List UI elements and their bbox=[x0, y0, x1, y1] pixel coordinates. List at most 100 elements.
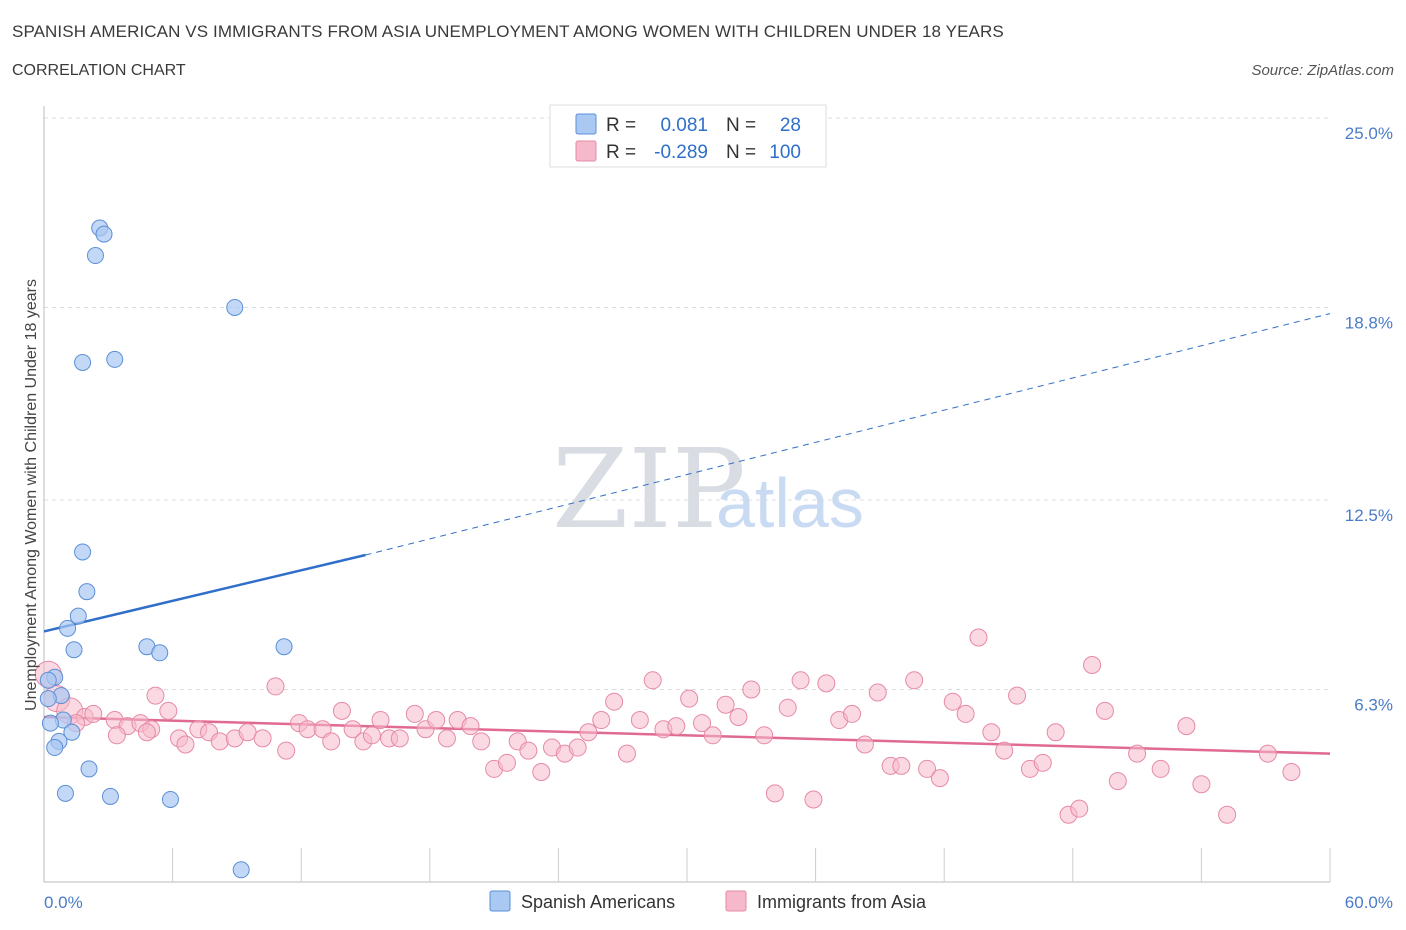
point-immigrants-from-asia-60 bbox=[716, 695, 735, 714]
legend-r-value-1: 0.081 bbox=[660, 115, 708, 136]
point-spanish-americans-15 bbox=[39, 671, 57, 689]
legend-n-label-2: N = bbox=[726, 142, 756, 163]
point-spanish-americans-21 bbox=[46, 739, 64, 757]
x-tick-labels: 0.0% 60.0% bbox=[44, 893, 1393, 912]
point-immigrants-from-asia-76 bbox=[918, 759, 937, 778]
point-immigrants-from-asia-81 bbox=[982, 723, 1001, 742]
point-immigrants-from-asia-83 bbox=[1008, 686, 1027, 705]
bottom-legend-swatch-pink bbox=[725, 890, 747, 912]
point-immigrants-from-asia-89 bbox=[1083, 656, 1102, 675]
point-immigrants-from-asia-66 bbox=[791, 671, 810, 690]
point-immigrants-from-asia-37 bbox=[437, 729, 456, 748]
gridlines bbox=[44, 117, 1330, 690]
point-immigrants-from-asia-51 bbox=[605, 692, 624, 711]
point-immigrants-from-asia-20 bbox=[253, 729, 272, 748]
point-immigrants-from-asia-70 bbox=[843, 704, 862, 723]
legend-n-value-1: 28 bbox=[780, 115, 801, 136]
series-immigrants-from-asia bbox=[34, 628, 1301, 824]
point-immigrants-from-asia-92 bbox=[1128, 744, 1147, 763]
correlation-legend: R = 0.081 N = 28 R = -0.289 N = 100 bbox=[549, 104, 827, 168]
point-immigrants-from-asia-88 bbox=[1070, 799, 1089, 818]
point-immigrants-from-asia-74 bbox=[892, 756, 911, 775]
point-immigrants-from-asia-94 bbox=[1177, 717, 1196, 736]
point-spanish-americans-3 bbox=[226, 298, 244, 316]
point-immigrants-from-asia-27 bbox=[332, 701, 351, 720]
point-spanish-americans-4 bbox=[106, 350, 124, 368]
point-spanish-americans-19 bbox=[63, 723, 81, 741]
point-spanish-americans-12 bbox=[151, 644, 169, 662]
point-immigrants-from-asia-82 bbox=[995, 741, 1014, 760]
point-immigrants-from-asia-65 bbox=[778, 698, 797, 717]
point-immigrants-from-asia-26 bbox=[322, 732, 341, 751]
axes bbox=[43, 106, 1331, 883]
point-spanish-americans-22 bbox=[80, 760, 98, 778]
point-immigrants-from-asia-9 bbox=[137, 723, 156, 742]
point-immigrants-from-asia-4 bbox=[84, 704, 103, 723]
bottom-legend-label-spanish-americans: Spanish Americans bbox=[521, 892, 675, 912]
point-immigrants-from-asia-24 bbox=[298, 720, 317, 739]
source-credit: Source: ZipAtlas.com bbox=[1251, 62, 1394, 79]
point-immigrants-from-asia-39 bbox=[461, 717, 480, 736]
point-immigrants-from-asia-95 bbox=[1192, 775, 1211, 794]
legend-swatch-pink bbox=[575, 140, 597, 162]
point-immigrants-from-asia-31 bbox=[371, 711, 390, 730]
legend-r-value-2: -0.289 bbox=[654, 142, 708, 163]
point-immigrants-from-asia-98 bbox=[1282, 762, 1301, 781]
point-immigrants-from-asia-21 bbox=[266, 677, 285, 696]
chart-subtitle: CORRELATION CHART bbox=[12, 62, 186, 79]
point-spanish-americans-13 bbox=[275, 638, 293, 656]
legend-n-value-2: 100 bbox=[769, 142, 801, 163]
point-immigrants-from-asia-22 bbox=[277, 741, 296, 760]
trend-lines bbox=[43, 313, 1331, 755]
point-immigrants-from-asia-86 bbox=[1046, 723, 1065, 742]
point-immigrants-from-asia-97 bbox=[1258, 744, 1277, 763]
point-immigrants-from-asia-72 bbox=[868, 683, 887, 702]
point-immigrants-from-asia-48 bbox=[568, 738, 587, 757]
point-immigrants-from-asia-54 bbox=[643, 671, 662, 690]
point-immigrants-from-asia-93 bbox=[1151, 759, 1170, 778]
series-legend: Spanish Americans Immigrants from Asia bbox=[489, 890, 927, 912]
point-spanish-americans-23 bbox=[56, 784, 74, 802]
point-immigrants-from-asia-40 bbox=[472, 732, 491, 751]
point-spanish-americans-8 bbox=[69, 607, 87, 625]
point-immigrants-from-asia-30 bbox=[362, 726, 381, 745]
legend-r-label-2: R = bbox=[606, 142, 636, 163]
trend-line-spanish-americans-projection bbox=[365, 313, 1331, 556]
y-tick-label-0: 6.3% bbox=[1354, 695, 1393, 714]
point-immigrants-from-asia-64 bbox=[765, 784, 784, 803]
x-tick-label-min: 0.0% bbox=[44, 893, 83, 912]
point-immigrants-from-asia-44 bbox=[519, 741, 538, 760]
point-immigrants-from-asia-33 bbox=[390, 729, 409, 748]
point-immigrants-from-asia-57 bbox=[680, 689, 699, 708]
bottom-legend-swatch-blue bbox=[489, 890, 511, 912]
point-spanish-americans-2 bbox=[86, 247, 104, 265]
point-immigrants-from-asia-10 bbox=[107, 726, 126, 745]
watermark-zip: ZIP bbox=[552, 425, 746, 553]
point-immigrants-from-asia-67 bbox=[804, 790, 823, 809]
bottom-legend-label-immigrants-from-asia: Immigrants from Asia bbox=[757, 892, 927, 912]
point-immigrants-from-asia-62 bbox=[742, 680, 761, 699]
y-tick-labels: 6.3% 12.5% 18.8% 25.0% bbox=[1345, 124, 1393, 714]
point-immigrants-from-asia-52 bbox=[617, 744, 636, 763]
point-immigrants-from-asia-25 bbox=[313, 720, 332, 739]
point-immigrants-from-asia-49 bbox=[579, 723, 598, 742]
series-spanish-americans bbox=[39, 219, 293, 879]
watermark: ZIP atlas bbox=[552, 425, 864, 553]
point-immigrants-from-asia-42 bbox=[497, 753, 516, 772]
point-immigrants-from-asia-71 bbox=[855, 735, 874, 754]
legend-r-label-1: R = bbox=[606, 115, 636, 136]
chart-title: SPANISH AMERICAN VS IMMIGRANTS FROM ASIA… bbox=[12, 22, 1004, 41]
point-spanish-americans-25 bbox=[161, 790, 179, 808]
trend-line-immigrants-from-asia bbox=[43, 715, 1331, 755]
point-immigrants-from-asia-45 bbox=[532, 762, 551, 781]
point-immigrants-from-asia-12 bbox=[159, 701, 178, 720]
point-immigrants-from-asia-36 bbox=[427, 711, 446, 730]
point-immigrants-from-asia-61 bbox=[729, 707, 748, 726]
point-spanish-americans-6 bbox=[74, 543, 92, 561]
point-immigrants-from-asia-85 bbox=[1033, 753, 1052, 772]
point-immigrants-from-asia-68 bbox=[817, 674, 836, 693]
point-immigrants-from-asia-19 bbox=[238, 723, 257, 742]
point-immigrants-from-asia-14 bbox=[176, 735, 195, 754]
watermark-atlas: atlas bbox=[716, 464, 864, 542]
